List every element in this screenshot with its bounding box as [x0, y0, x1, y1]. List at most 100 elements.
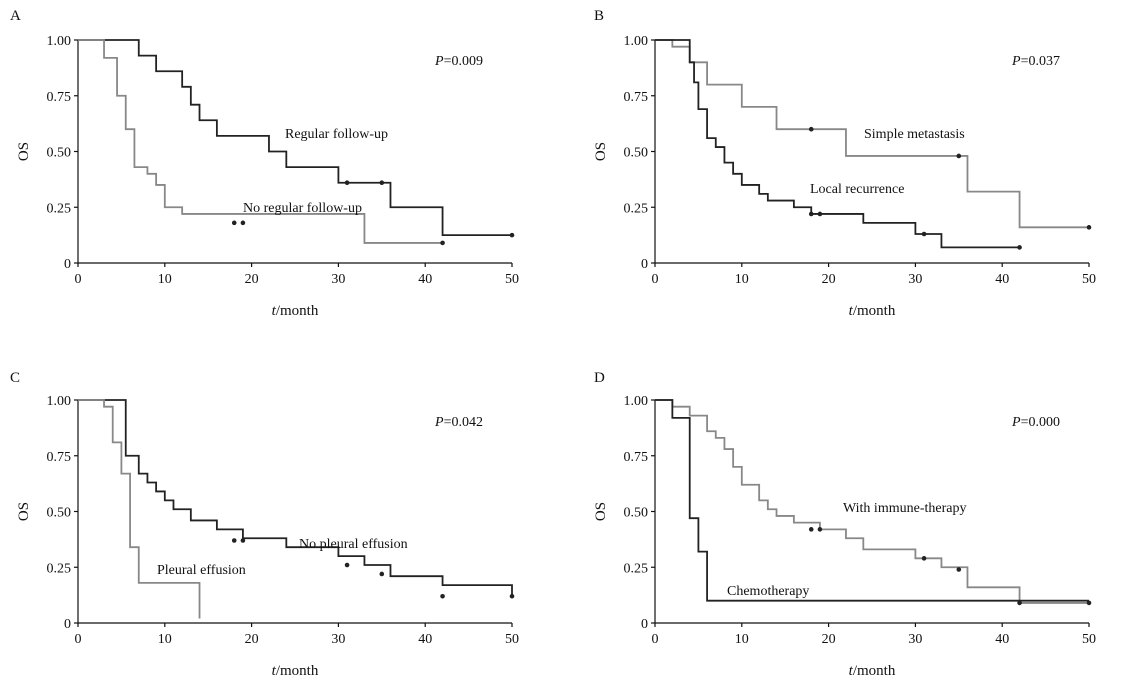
- curve-label-2: Local recurrence: [810, 182, 904, 197]
- censor-mark: [344, 562, 350, 568]
- x-tick-label: 50: [1082, 632, 1096, 647]
- censor-mark: [231, 538, 237, 543]
- survival-curve-1: [78, 39, 512, 237]
- y-tick-label: 0.75: [624, 450, 649, 465]
- x-tick-label: 20: [822, 272, 836, 287]
- censor-mark: [921, 556, 927, 561]
- y-tick-label: 0.75: [47, 450, 72, 465]
- x-axis-variable: t: [849, 663, 854, 679]
- y-tick-label: 1.00: [624, 394, 649, 409]
- x-tick-label: 10: [158, 632, 172, 647]
- x-axis-title: t/month: [272, 663, 319, 679]
- y-tick-label: 0: [641, 617, 648, 632]
- curve-label-1: Regular follow-up: [285, 127, 388, 142]
- panel-b: B 0 10 20 30 40 50 0 0.25 0.50 0.75 1.00 OS t/month P=…: [593, 8, 1096, 319]
- survival-curve-2: [78, 399, 201, 619]
- survival-curve-2: [655, 39, 1020, 249]
- curve-label-1: Simple metastasis: [864, 127, 965, 142]
- curve-label-2: Chemotherapy: [727, 584, 809, 599]
- censor-mark: [817, 527, 823, 532]
- x-tick-label: 40: [995, 632, 1009, 647]
- censor-mark: [344, 180, 350, 186]
- y-tick-label: 0.50: [47, 506, 72, 521]
- panel-c: C 0 10 20 30 40 50 0 0.25 0.50 0.75 1.00 OS t/month P=…: [10, 370, 519, 679]
- x-tick-label: 0: [652, 632, 659, 647]
- panel-letter: D: [594, 370, 605, 386]
- p-value-variable: P: [434, 415, 444, 430]
- censor-mark: [379, 571, 385, 577]
- x-axis-title: t/month: [849, 303, 896, 319]
- y-tick-label: 1.00: [47, 394, 72, 409]
- p-value-number: =0.009: [444, 54, 483, 69]
- x-tick-label: 30: [908, 632, 922, 647]
- x-tick-label: 30: [908, 272, 922, 287]
- x-axis-variable: t: [272, 663, 277, 679]
- y-tick-label: 0.50: [624, 146, 649, 161]
- censor-mark: [240, 538, 246, 543]
- censor-mark: [509, 232, 515, 238]
- censor-mark: [1017, 600, 1022, 606]
- censor-mark: [1086, 225, 1092, 230]
- censor-mark: [440, 240, 445, 246]
- x-axis-variable: t: [849, 303, 854, 319]
- x-tick-label: 50: [505, 632, 519, 647]
- censor-mark: [509, 593, 515, 599]
- y-tick-label: 0: [64, 257, 71, 272]
- y-tick-label: 0.75: [624, 90, 649, 105]
- p-value-variable: P: [434, 54, 444, 69]
- censor-mark: [240, 220, 246, 226]
- x-tick-label: 10: [158, 272, 172, 287]
- p-value-number: =0.037: [1021, 54, 1060, 69]
- censor-mark: [956, 567, 962, 572]
- x-tick-label: 40: [418, 272, 432, 287]
- curve-label-1: No pleural effusion: [299, 537, 408, 552]
- x-tick-label: 40: [995, 272, 1009, 287]
- survival-curve-1: [655, 399, 1089, 604]
- p-value-variable: P: [1011, 54, 1021, 69]
- panel-letter: B: [594, 8, 604, 24]
- y-tick-label: 0.25: [47, 561, 72, 576]
- y-axis-title: OS: [16, 142, 32, 161]
- panel-letter: A: [10, 8, 21, 24]
- x-tick-label: 50: [1082, 272, 1096, 287]
- censor-mark: [231, 220, 237, 226]
- curve-label-2: No regular follow-up: [243, 201, 362, 216]
- censor-mark: [808, 211, 814, 217]
- x-tick-label: 40: [418, 632, 432, 647]
- y-axis-title: OS: [593, 142, 609, 161]
- x-tick-label: 50: [505, 272, 519, 287]
- curve-label-2: Pleural effusion: [157, 563, 246, 578]
- y-tick-label: 0: [64, 617, 71, 632]
- censor-mark: [1086, 600, 1092, 606]
- censor-mark: [921, 231, 927, 237]
- censor-mark: [808, 527, 814, 532]
- censor-mark: [379, 180, 385, 186]
- censor-mark: [817, 211, 823, 217]
- p-value-number: =0.000: [1021, 415, 1060, 430]
- y-tick-label: 0: [641, 257, 648, 272]
- p-value: P=0.000: [1011, 415, 1060, 430]
- curve-label-1: With immune-therapy: [843, 501, 966, 516]
- censor-mark: [1017, 245, 1022, 250]
- p-value-number: =0.042: [444, 415, 483, 430]
- x-axis-title: t/month: [849, 663, 896, 679]
- x-axis-unit: /month: [853, 303, 896, 319]
- x-axis-unit: /month: [276, 303, 319, 319]
- x-tick-label: 0: [75, 632, 82, 647]
- survival-curve-1: [655, 39, 1089, 229]
- x-axis-unit: /month: [276, 663, 319, 679]
- y-tick-label: 0.25: [624, 201, 649, 216]
- panel-letter: C: [10, 370, 20, 386]
- censor-mark: [956, 153, 962, 159]
- p-value: P=0.042: [434, 415, 483, 430]
- x-tick-label: 0: [652, 272, 659, 287]
- y-tick-label: 0.25: [47, 201, 72, 216]
- x-tick-label: 20: [245, 632, 259, 647]
- panel-d: D 0 10 20 30 40 50 0 0.25 0.50 0.75 1.00 OS t/month P=…: [593, 370, 1096, 679]
- x-axis-unit: /month: [853, 663, 896, 679]
- y-tick-label: 0.50: [624, 506, 649, 521]
- panel-a: A 0 10 20 30 40 50 0 0.25 0.50 0.75 1.00 OS t/month P=…: [10, 8, 519, 319]
- p-value: P=0.009: [434, 54, 483, 69]
- y-axis-title: OS: [16, 502, 32, 521]
- x-tick-label: 30: [331, 272, 345, 287]
